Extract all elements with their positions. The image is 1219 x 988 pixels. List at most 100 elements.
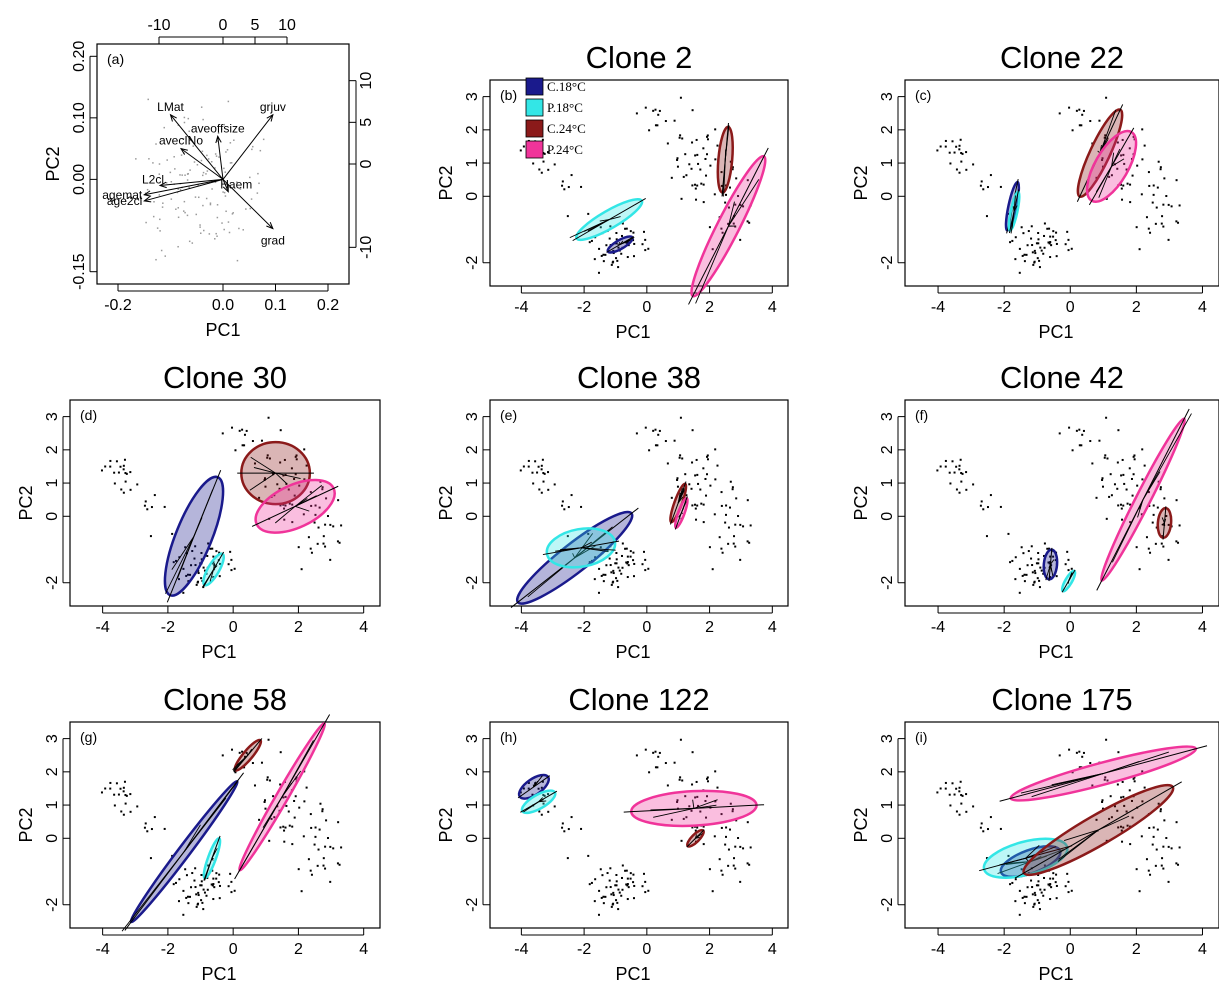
sample-point: [1133, 458, 1136, 461]
sample-point: [119, 465, 122, 468]
sample-point: [713, 513, 716, 516]
vector-arrowhead: [266, 113, 274, 122]
ellipse-axis: [999, 745, 1208, 802]
sample-point: [1125, 810, 1128, 813]
score-point: [156, 227, 159, 229]
sample-point: [615, 884, 618, 887]
spoke: [574, 533, 594, 559]
sample-point: [1071, 449, 1074, 452]
sample-point: [691, 429, 694, 432]
sample-point: [704, 799, 707, 802]
sample-point: [1075, 109, 1078, 112]
sample-point: [720, 869, 723, 872]
sample-point: [567, 186, 570, 189]
score-point: [177, 207, 180, 209]
y-axis-label: PC2: [851, 165, 871, 200]
score-point: [182, 210, 185, 212]
sample-point: [936, 149, 939, 152]
score-point: [206, 170, 209, 172]
sample-point: [718, 858, 721, 861]
sample-point: [266, 778, 269, 781]
sample-point: [276, 483, 279, 486]
sample-point: [1119, 503, 1122, 506]
sample-point: [1018, 567, 1021, 570]
sample-point: [1018, 247, 1021, 250]
sample-point: [746, 179, 749, 182]
plot-frame: [904, 399, 1219, 607]
sample-point: [716, 144, 719, 147]
sample-point: [266, 454, 269, 457]
sample-point: [711, 248, 714, 251]
sample-point: [694, 503, 697, 506]
sample-point: [1037, 552, 1040, 555]
sample-point: [624, 547, 627, 550]
spoke: [294, 484, 323, 507]
x-tick-label: 0: [1066, 619, 1075, 636]
sample-point: [1160, 542, 1163, 545]
sample-point: [629, 230, 632, 233]
sample-point: [1147, 171, 1150, 174]
sample-point: [632, 559, 635, 562]
sample-point: [1178, 846, 1181, 849]
sample-point: [702, 183, 705, 186]
plot-frame: [489, 79, 789, 287]
score-point: [179, 174, 181, 176]
x-tick-label: 2: [1132, 619, 1141, 636]
sample-point: [1030, 237, 1033, 240]
score-point: [146, 188, 149, 191]
sample-point: [706, 776, 709, 779]
sample-point: [1145, 536, 1148, 539]
sample-point: [124, 794, 127, 797]
sample-point: [979, 826, 982, 829]
top-tick-label: 0: [219, 17, 228, 34]
sample-point: [1021, 254, 1024, 257]
score-point: [200, 159, 203, 162]
sample-point: [297, 546, 300, 549]
sample-point: [1078, 444, 1081, 447]
sample-point: [1011, 559, 1014, 562]
sample-point: [644, 238, 647, 241]
sample-point: [731, 810, 734, 813]
x-tick-label: 0: [642, 299, 651, 316]
sample-point: [1068, 426, 1071, 429]
vector-label: agemat: [102, 188, 143, 202]
sample-point: [1007, 212, 1010, 215]
sample-point: [1155, 206, 1158, 209]
sample-point: [666, 142, 669, 145]
sample-point: [1049, 576, 1052, 579]
sample-point: [1163, 819, 1166, 822]
sample-point: [999, 505, 1002, 508]
sample-point: [739, 203, 742, 206]
sample-point: [1159, 810, 1162, 813]
sample-point: [1162, 867, 1165, 870]
sample-point: [1049, 555, 1052, 558]
sample-point: [688, 483, 691, 486]
sample-point: [1095, 176, 1098, 179]
vector-label: LMat: [157, 100, 184, 114]
score-point: [153, 201, 155, 203]
legend-swatch-C24: [525, 119, 544, 138]
sample-point: [654, 428, 657, 431]
right-tick-label: 0: [358, 159, 375, 168]
sample-point: [610, 571, 613, 574]
sample-point: [614, 884, 617, 887]
sample-point: [599, 546, 602, 549]
sample-point: [279, 826, 282, 829]
sample-point: [531, 793, 534, 796]
sample-point: [625, 869, 628, 872]
score-point: [225, 151, 227, 153]
sample-point: [612, 572, 615, 575]
sample-point: [1122, 504, 1125, 507]
sample-point: [958, 790, 961, 793]
sample-point: [542, 160, 545, 163]
sample-point: [184, 868, 187, 871]
sample-point: [314, 826, 317, 829]
sample-point: [1011, 239, 1014, 242]
sample-point: [598, 889, 601, 892]
sample-point: [1047, 883, 1050, 886]
sample-point: [1009, 561, 1012, 564]
sample-point: [1175, 179, 1178, 182]
sample-point: [541, 458, 544, 461]
ellipse-axis: [203, 551, 225, 588]
